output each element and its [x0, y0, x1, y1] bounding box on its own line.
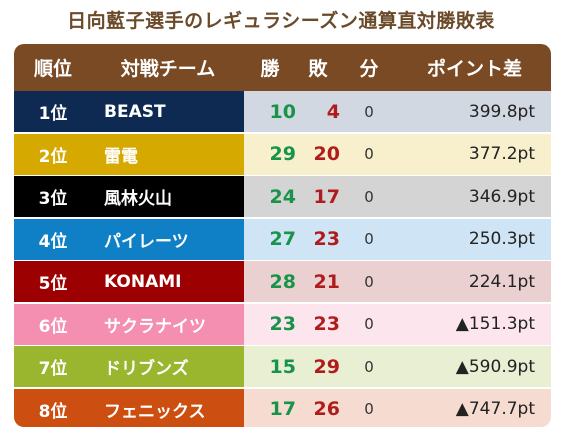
table-row: 4位 パイレーツ 27 23 0 250.3pt: [14, 218, 551, 260]
points-diff-cell: 250.3pt: [468, 229, 535, 249]
header-points: ポイント差: [426, 58, 522, 80]
wins-cell: 29: [269, 143, 296, 165]
losses-cell: 4: [326, 100, 340, 123]
header-losses: 敗: [308, 58, 328, 80]
wins-cell: 15: [269, 355, 296, 378]
wins-cell: 10: [269, 100, 296, 123]
table-row: 6位 サクラナイツ 23 23 0 ▲151.3pt: [14, 303, 551, 345]
rank-cell: 5位: [38, 274, 68, 294]
rank-cell: 4位: [38, 231, 68, 252]
draws-cell: 0: [364, 315, 374, 333]
draws-cell: 0: [364, 187, 374, 206]
losses-cell: 21: [313, 270, 340, 293]
wins-cell: 27: [269, 228, 296, 250]
rank-cell: 2位: [38, 146, 68, 167]
rank-cell: 6位: [38, 316, 68, 337]
table-row: 7位 ドリブンズ 15 29 0 ▲590.9pt: [14, 346, 551, 387]
losses-cell: 26: [313, 398, 340, 420]
team-name: 風林火山: [104, 189, 172, 209]
points-diff-cell: 399.8pt: [468, 101, 535, 122]
table-header: 順位 対戦チーム 勝 敗 分 ポイント差: [14, 44, 551, 91]
header-draws: 分: [359, 58, 379, 80]
standings-table: 順位 対戦チーム 勝 敗 分 ポイント差 1位 BEAST 10 4 0 399.8pt 2…: [14, 44, 551, 427]
rank-cell: 7位: [38, 359, 68, 379]
team-name: パイレーツ: [104, 231, 189, 252]
team-name: サクラナイツ: [104, 316, 206, 337]
header-wins: 勝: [260, 58, 280, 80]
rank-cell: 1位: [38, 104, 68, 124]
draws-cell: 0: [364, 357, 374, 376]
table-row: 3位 風林火山 24 17 0 346.9pt: [14, 176, 551, 217]
team-name: KONAMI: [104, 271, 182, 292]
team-name: BEAST: [104, 101, 166, 122]
table-row: 5位 KONAMI 28 21 0 224.1pt: [14, 261, 551, 302]
losses-cell: 23: [313, 228, 340, 250]
draws-cell: 0: [364, 102, 374, 121]
table-row: 1位 BEAST 10 4 0 399.8pt: [14, 91, 551, 132]
draws-cell: 0: [364, 145, 374, 163]
team-name: フェニックス: [104, 401, 206, 422]
points-diff-cell: ▲590.9pt: [455, 356, 535, 377]
team-name: 雷電: [104, 146, 138, 167]
rank-cell: 8位: [38, 401, 68, 422]
losses-cell: 23: [313, 313, 340, 335]
points-diff-cell: 346.9pt: [468, 186, 535, 207]
wins-cell: 24: [269, 185, 296, 208]
losses-cell: 17: [313, 185, 340, 208]
points-diff-cell: ▲747.7pt: [455, 399, 535, 419]
header-rank: 順位: [33, 58, 72, 80]
draws-cell: 0: [364, 400, 374, 418]
wins-cell: 28: [269, 270, 296, 293]
losses-cell: 20: [313, 143, 340, 165]
table-row: 2位 雷電 29 20 0 377.2pt: [14, 133, 551, 175]
page-title: 日向藍子選手のレギュラシーズン通算直対勝敗表: [67, 10, 495, 32]
table-row: 8位 フェニックス 17 26 0 ▲747.7pt: [14, 388, 551, 427]
team-name: ドリブンズ: [104, 359, 189, 379]
losses-cell: 29: [313, 355, 340, 378]
wins-cell: 17: [269, 398, 296, 420]
draws-cell: 0: [364, 272, 374, 291]
draws-cell: 0: [364, 230, 374, 248]
points-diff-cell: 224.1pt: [468, 271, 535, 292]
header-team: 対戦チーム: [120, 58, 216, 80]
points-diff-cell: 377.2pt: [468, 144, 535, 164]
wins-cell: 23: [269, 313, 296, 335]
points-diff-cell: ▲151.3pt: [455, 314, 535, 334]
rank-cell: 3位: [38, 189, 68, 209]
